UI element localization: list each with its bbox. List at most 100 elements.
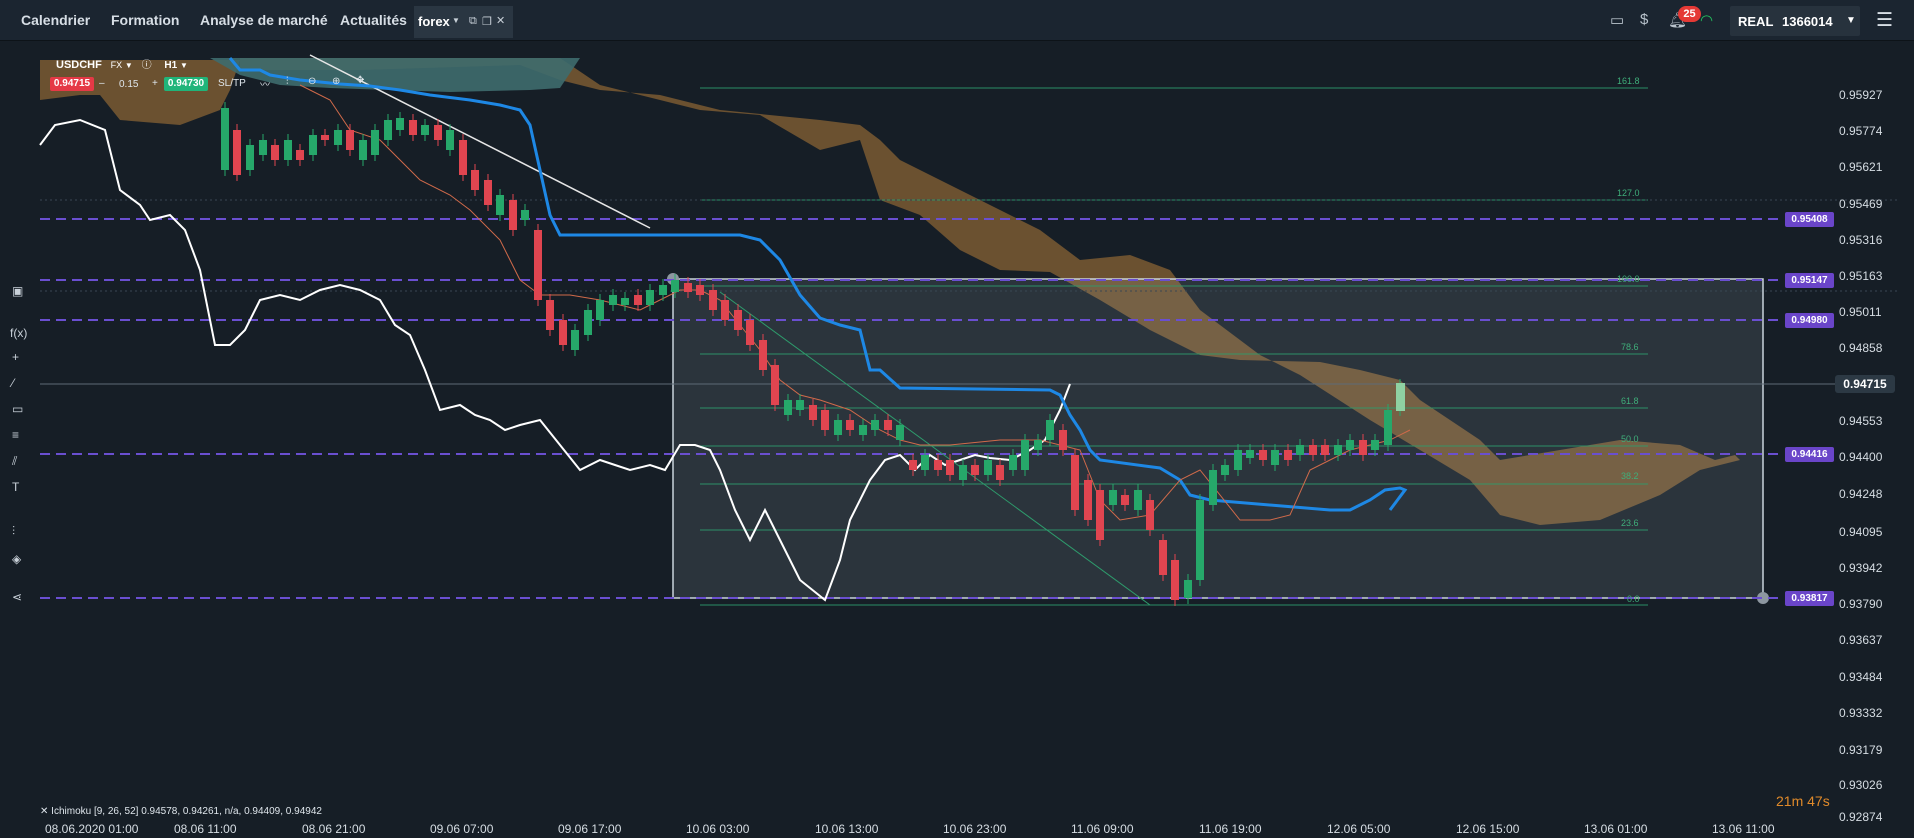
line-price-badge[interactable]: 0.93817: [1785, 591, 1834, 606]
bull-candle: [646, 290, 654, 305]
current-price-tag: 0.94715: [1835, 375, 1895, 393]
time-tick: 13.06 11:00: [1712, 822, 1775, 836]
bear-candle: [684, 283, 692, 292]
line-tool-icon[interactable]: ⁄: [12, 376, 15, 390]
tab-actualites[interactable]: Actualités: [340, 12, 407, 28]
bull-candle: [921, 455, 929, 470]
close-icon[interactable]: ✕: [496, 15, 506, 27]
fib-levels: [700, 87, 1648, 606]
hamburger-menu-icon[interactable]: ☰: [1876, 10, 1894, 31]
drawing-toolbar: ▣ f(x) + ⁄ ▭ ≡ ⫽ T ⫶ ◈ ⋖: [6, 280, 30, 620]
zoom-out-icon[interactable]: ⊖: [308, 76, 317, 87]
layout-icon[interactable]: ▭: [1610, 12, 1625, 29]
currency-exchange-icon[interactable]: $: [1640, 11, 1649, 28]
bull-candle: [1334, 445, 1342, 455]
fib-label: 161.8: [1617, 76, 1640, 86]
market: FX: [110, 60, 123, 70]
bear-candle: [771, 365, 779, 405]
line-price-badge[interactable]: 0.95147: [1785, 273, 1834, 288]
popout-icon[interactable]: ⧉: [469, 15, 477, 27]
chevron-down-icon[interactable]: ▼: [452, 16, 460, 25]
rectangle-tool-icon[interactable]: ▭: [12, 402, 24, 416]
bear-candle: [721, 300, 729, 320]
bear-candle: [846, 420, 854, 430]
bull-candle: [396, 118, 404, 130]
function-icon[interactable]: f(x): [10, 326, 28, 340]
tab-calendrier[interactable]: Calendrier: [21, 12, 91, 28]
bear-candle: [1121, 495, 1129, 505]
wifi-icon: ◠: [1700, 12, 1714, 29]
chevron-down-icon[interactable]: ▼: [179, 61, 188, 70]
fib-label: 78.6: [1621, 342, 1639, 352]
bear-candle: [1096, 490, 1104, 540]
chevron-down-icon[interactable]: ▼: [124, 61, 133, 70]
pitchfork-tool-icon[interactable]: ⫽: [12, 454, 18, 468]
sell-price-button[interactable]: 0.94715: [50, 77, 94, 91]
line-price-badge[interactable]: 0.94416: [1785, 447, 1834, 462]
sltp-button[interactable]: SL/TP: [218, 78, 246, 89]
layers-icon[interactable]: ◈: [12, 552, 22, 566]
volume-plus-button[interactable]: +: [152, 78, 158, 89]
price-tick: 0.92874: [1839, 810, 1883, 824]
bull-candle: [1246, 450, 1254, 458]
move-icon[interactable]: ✥: [356, 75, 365, 86]
price-tick: 0.93790: [1839, 597, 1883, 611]
bear-candle: [1359, 440, 1367, 455]
info-icon[interactable]: ⓘ: [141, 60, 152, 71]
bear-candle: [484, 180, 492, 205]
price-tick: 0.95621: [1839, 160, 1883, 174]
bull-candle: [1234, 450, 1242, 470]
line-price-badge[interactable]: 0.95408: [1785, 212, 1834, 227]
bear-candle: [909, 460, 917, 470]
bear-candle: [634, 295, 642, 305]
chart-type-icon[interactable]: 〰: [260, 80, 270, 91]
time-tick: 13.06 01:00: [1584, 822, 1648, 836]
text-tool-icon[interactable]: T: [12, 480, 20, 494]
price-tick: 0.93484: [1839, 670, 1883, 684]
bear-candle: [996, 465, 1004, 480]
tab-analyse-de-marche[interactable]: Analyse de marché: [200, 12, 328, 28]
bull-candle: [1221, 465, 1229, 475]
time-tick: 08.06 21:00: [302, 822, 366, 836]
timeframe[interactable]: H1: [164, 60, 178, 71]
bull-candle: [1384, 410, 1392, 445]
line-price-badge[interactable]: 0.94980: [1785, 313, 1834, 328]
tab-forex-label: forex: [418, 14, 450, 29]
cloud-segment-bull: [210, 58, 580, 92]
indicators-icon[interactable]: ⫶: [286, 76, 289, 87]
indicator-close-icon[interactable]: ✕: [40, 806, 52, 817]
volume-minus-button[interactable]: –: [99, 78, 105, 89]
volume-input[interactable]: 0.15: [119, 79, 139, 90]
time-tick: 11.06 19:00: [1199, 822, 1262, 836]
tenkan-line: [299, 84, 1411, 521]
price-tick: 0.93026: [1839, 778, 1883, 792]
zoom-in-icon[interactable]: ⊕: [332, 76, 341, 87]
bear-candle: [409, 120, 417, 135]
bull-candle: [859, 425, 867, 435]
tab-formation[interactable]: Formation: [111, 12, 180, 28]
ichimoku-indicator-label[interactable]: ✕ Ichimoku [9, 26, 52] 0.94578, 0.94261,…: [40, 806, 322, 817]
buy-price-button[interactable]: 0.94730: [164, 77, 208, 91]
tab-forex[interactable]: forex ▼ ⧉ ❐ ✕: [414, 6, 513, 38]
bear-candle: [709, 290, 717, 310]
bear-candle: [884, 420, 892, 430]
bear-candle: [233, 130, 241, 175]
price-tick: 0.95774: [1839, 124, 1883, 138]
fibonacci-tool-icon[interactable]: ≡: [12, 428, 20, 442]
indicator-settings-icon[interactable]: ⫶: [12, 524, 16, 538]
bull-candle: [334, 130, 342, 145]
share-icon[interactable]: ⋖: [12, 590, 23, 604]
bull-candle: [246, 145, 254, 170]
account-selector[interactable]: REAL 1366014 ▼: [1730, 6, 1860, 36]
panel-icon[interactable]: ▣: [12, 284, 24, 298]
bear-candle: [271, 145, 279, 160]
symbol[interactable]: USDCHF: [56, 59, 102, 71]
bear-candle: [971, 465, 979, 475]
duplicate-icon[interactable]: ❐: [482, 16, 492, 28]
bear-candle: [346, 130, 354, 150]
bull-candle: [309, 135, 317, 155]
bear-candle: [746, 320, 754, 345]
crosshair-icon[interactable]: +: [12, 350, 20, 364]
fib-rectangle: [667, 273, 1769, 604]
